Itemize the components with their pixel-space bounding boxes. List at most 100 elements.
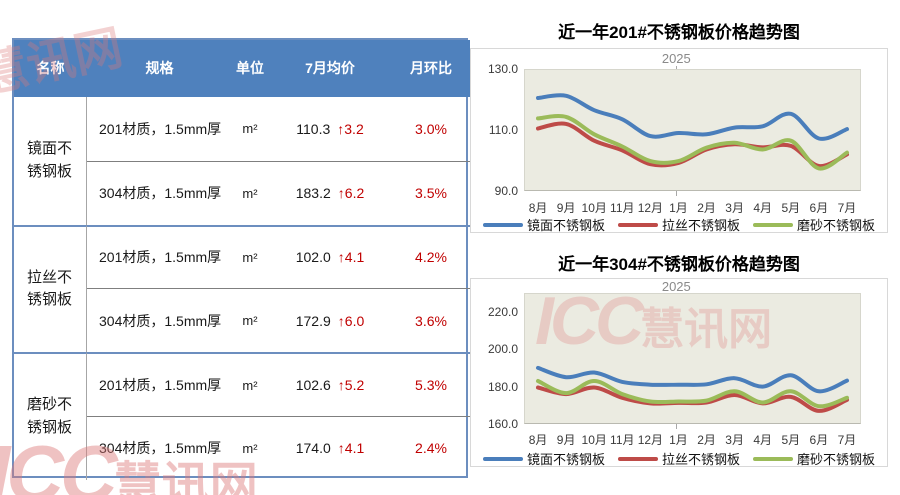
legend-line-swatch (617, 456, 658, 461)
table-header-price: 7月均价 (268, 40, 392, 97)
mom-cell: 4.2% (392, 224, 470, 289)
price-cell: 102.6 ↑5.2 (268, 352, 392, 416)
price-cell: 110.3 ↑3.2 (268, 97, 392, 161)
legend-item: 镜面不锈钢板 (482, 449, 605, 468)
chart-title-304: 近一年304#不锈钢板价格趋势图 (558, 255, 800, 274)
delta-value: ↑6.0 (337, 312, 365, 329)
x-axis-label: 5月 (781, 201, 801, 215)
x-axis-label: 10月 (581, 201, 607, 215)
x-axis-label: 12月 (637, 201, 664, 215)
x-axis-label: 4月 (753, 201, 773, 215)
spec-cell: 304材质，1.5mm厚 (87, 415, 232, 480)
x-axis-label: 9月 (556, 433, 576, 447)
x-axis-label: 2月 (697, 201, 716, 215)
delta-value: ↑4.1 (337, 440, 365, 457)
price-table: 名称 规格 单位 7月均价 月环比 镜面不锈钢板 201材质，1.5mm厚 m²… (12, 38, 470, 480)
delta-value: ↑3.2 (337, 120, 364, 137)
x-axis-label: 1月 (669, 201, 688, 215)
series-line-拉丝不锈钢板 (536, 385, 849, 413)
year-axis-label: 2025 (661, 51, 691, 66)
legend: 镜面不锈钢板 拉丝不锈钢板 磨砂不锈钢板 (471, 449, 887, 468)
chart-201: 2025 130.0 110.0 90.0 8月 9月 10月 11月 12月 1月 2月 3月 4月 5… (470, 48, 888, 233)
x-axis-label: 4月 (753, 433, 773, 447)
table-header-unit: 单位 (232, 40, 268, 97)
spec-cell: 304材质，1.5mm厚 (87, 160, 232, 225)
legend-line-swatch (482, 222, 523, 227)
table-header-spec: 规格 (87, 40, 232, 97)
series-line-磨砂不锈钢板 (536, 113, 849, 171)
x-axis-label: 3月 (725, 201, 744, 215)
mom-cell: 5.3% (392, 352, 470, 416)
legend-line-swatch (753, 456, 793, 461)
x-axis-label: 11月 (610, 433, 635, 447)
legend: 镜面不锈钢板 拉丝不锈钢板 磨砂不锈钢板 (471, 215, 887, 234)
series-line-镜面不锈钢板 (536, 93, 849, 141)
chart-title-201: 近一年201#不锈钢板价格趋势图 (558, 23, 800, 42)
line-series-canvas (536, 365, 849, 413)
x-axis-label: 7月 (837, 201, 857, 215)
legend-label: 磨砂不锈钢板 (797, 452, 876, 467)
legend-label: 磨砂不锈钢板 (797, 218, 876, 233)
x-axis-label: 11月 (610, 201, 635, 215)
price-value: 102.6 (295, 377, 331, 394)
price-value: 174.0 (295, 440, 331, 457)
unit-cell: m² (232, 160, 268, 225)
price-value: 183.2 (295, 185, 331, 202)
x-axis-label: 8月 (528, 433, 548, 447)
x-axis-label: 1月 (669, 433, 688, 447)
x-axis-label: 3月 (725, 433, 744, 447)
unit-cell: m² (232, 288, 268, 352)
spec-cell: 201材质，1.5mm厚 (99, 120, 222, 137)
unit-cell: m² (242, 121, 258, 137)
series-line-磨砂不锈钢板 (536, 378, 849, 409)
legend-label: 拉丝不锈钢板 (661, 218, 740, 233)
x-axis-label: 8月 (528, 201, 548, 215)
y-axis-tick: 200.0 (487, 342, 518, 357)
price-value: 110.3 (296, 120, 331, 137)
mom-cell: 2.4% (392, 415, 470, 480)
legend-item: 磨砂不锈钢板 (753, 215, 875, 234)
chart-304: 2025 220.0 200.0 180.0 160.0 8月 9月 10月 11月 12月 1月 2… (470, 278, 888, 467)
spec-cell: 304材质，1.5mm厚 (87, 288, 232, 352)
x-axis-label: 6月 (809, 201, 829, 215)
y-axis-tick: 220.0 (487, 304, 518, 319)
price-cell: 183.2 ↑6.2 (268, 160, 392, 225)
price-value: 102.0 (295, 249, 331, 266)
price-value: 172.9 (295, 312, 331, 329)
price-cell: 172.9 ↑6.0 (268, 288, 392, 352)
y-axis-tick: 180.0 (487, 379, 518, 394)
product-name-cell: 拉丝不锈钢板 (14, 224, 87, 353)
mom-cell: 3.0% (415, 120, 447, 137)
x-axis-label: 12月 (637, 433, 664, 447)
table-header-mom: 月环比 (392, 40, 470, 97)
y-axis-tick: 130.0 (487, 62, 518, 76)
series-line-镜面不锈钢板 (536, 365, 849, 394)
table-header-name: 名称 (14, 40, 87, 97)
x-axis-label: 9月 (556, 201, 576, 215)
price-cell: 102.0 ↑4.1 (268, 224, 392, 289)
x-axis-label: 10月 (581, 433, 607, 447)
legend-item: 拉丝不锈钢板 (617, 449, 740, 468)
y-axis-tick: 160.0 (487, 417, 518, 431)
unit-cell: m² (232, 352, 268, 416)
mom-cell: 3.5% (392, 160, 470, 225)
price-cell: 174.0 ↑4.1 (268, 415, 392, 480)
legend-label: 镜面不锈钢板 (526, 452, 605, 467)
x-axis-label: 7月 (837, 433, 857, 447)
delta-value: ↑4.1 (337, 249, 365, 266)
product-name-cell: 镜面不锈钢板 (14, 97, 87, 225)
delta-value: ↑5.2 (337, 377, 365, 394)
legend-item: 拉丝不锈钢板 (617, 215, 740, 234)
legend-line-swatch (482, 456, 523, 461)
line-series-canvas (536, 93, 849, 171)
x-axis-label: 6月 (809, 433, 829, 447)
spec-cell: 201材质，1.5mm厚 (87, 224, 232, 289)
legend-line-swatch (753, 222, 793, 227)
y-axis-tick: 110.0 (488, 123, 518, 137)
unit-cell: m² (232, 224, 268, 289)
x-axis-label: 2月 (697, 433, 716, 447)
legend-label: 拉丝不锈钢板 (661, 452, 740, 467)
year-axis-label: 2025 (661, 279, 691, 294)
legend-item: 镜面不锈钢板 (482, 215, 605, 234)
